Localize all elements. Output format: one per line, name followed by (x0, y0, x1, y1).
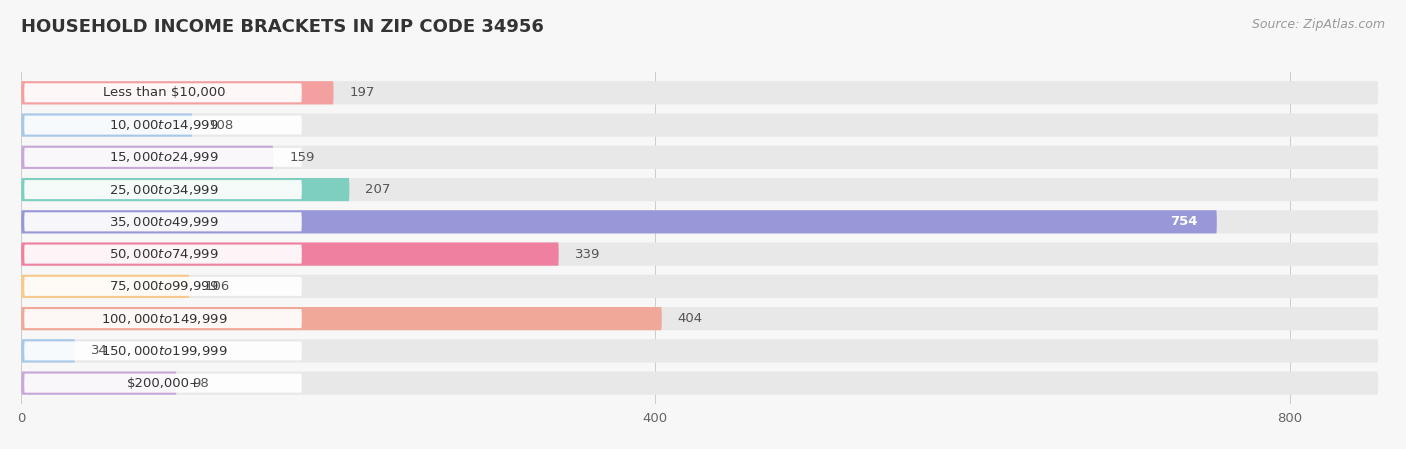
Text: $50,000 to $74,999: $50,000 to $74,999 (110, 247, 219, 261)
FancyBboxPatch shape (21, 275, 190, 298)
Text: 106: 106 (205, 280, 231, 293)
Text: $100,000 to $149,999: $100,000 to $149,999 (101, 312, 228, 326)
Text: Less than $10,000: Less than $10,000 (103, 86, 225, 99)
FancyBboxPatch shape (21, 339, 75, 362)
FancyBboxPatch shape (24, 115, 302, 135)
FancyBboxPatch shape (21, 371, 177, 395)
Text: $10,000 to $14,999: $10,000 to $14,999 (110, 118, 219, 132)
Text: 197: 197 (349, 86, 375, 99)
FancyBboxPatch shape (21, 339, 1378, 362)
FancyBboxPatch shape (21, 114, 1378, 136)
FancyBboxPatch shape (21, 275, 1378, 298)
Text: $35,000 to $49,999: $35,000 to $49,999 (110, 215, 219, 229)
FancyBboxPatch shape (21, 242, 558, 266)
FancyBboxPatch shape (24, 83, 302, 102)
Text: $75,000 to $99,999: $75,000 to $99,999 (110, 279, 219, 293)
FancyBboxPatch shape (21, 178, 349, 201)
FancyBboxPatch shape (21, 146, 273, 169)
FancyBboxPatch shape (21, 114, 193, 136)
FancyBboxPatch shape (21, 210, 1216, 233)
FancyBboxPatch shape (24, 374, 302, 393)
Text: 159: 159 (290, 151, 315, 164)
FancyBboxPatch shape (24, 148, 302, 167)
FancyBboxPatch shape (21, 178, 1378, 201)
Text: 207: 207 (366, 183, 391, 196)
FancyBboxPatch shape (21, 242, 1378, 266)
FancyBboxPatch shape (21, 146, 1378, 169)
Text: HOUSEHOLD INCOME BRACKETS IN ZIP CODE 34956: HOUSEHOLD INCOME BRACKETS IN ZIP CODE 34… (21, 18, 544, 36)
FancyBboxPatch shape (24, 277, 302, 296)
FancyBboxPatch shape (21, 210, 1378, 233)
FancyBboxPatch shape (21, 81, 333, 105)
Text: $15,000 to $24,999: $15,000 to $24,999 (110, 150, 219, 164)
FancyBboxPatch shape (21, 307, 1378, 330)
FancyBboxPatch shape (24, 341, 302, 361)
Text: Source: ZipAtlas.com: Source: ZipAtlas.com (1251, 18, 1385, 31)
FancyBboxPatch shape (24, 245, 302, 264)
FancyBboxPatch shape (21, 307, 662, 330)
Text: $200,000+: $200,000+ (127, 377, 201, 390)
FancyBboxPatch shape (24, 180, 302, 199)
Text: 754: 754 (1170, 216, 1198, 229)
Text: 339: 339 (575, 247, 600, 260)
Text: 34: 34 (91, 344, 108, 357)
Text: 108: 108 (208, 119, 233, 132)
FancyBboxPatch shape (21, 81, 1378, 105)
FancyBboxPatch shape (24, 309, 302, 328)
Text: $150,000 to $199,999: $150,000 to $199,999 (101, 344, 228, 358)
Text: 98: 98 (193, 377, 209, 390)
FancyBboxPatch shape (24, 212, 302, 231)
Text: $25,000 to $34,999: $25,000 to $34,999 (110, 183, 219, 197)
Text: 404: 404 (678, 312, 703, 325)
FancyBboxPatch shape (21, 371, 1378, 395)
